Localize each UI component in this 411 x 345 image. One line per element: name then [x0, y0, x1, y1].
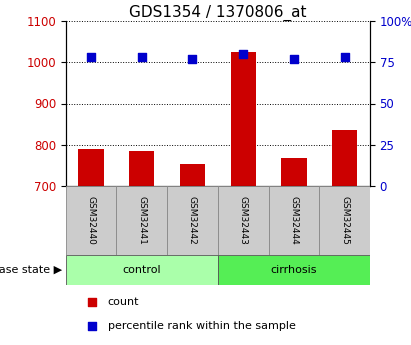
Text: GSM32440: GSM32440: [87, 196, 96, 245]
Point: [139, 55, 145, 60]
Text: GSM32442: GSM32442: [188, 196, 197, 245]
Text: control: control: [122, 265, 161, 275]
Point: [291, 56, 297, 61]
Bar: [218, 186, 268, 255]
Point: [291, 201, 297, 207]
Bar: [79, 149, 104, 186]
Bar: [129, 151, 155, 186]
Point: [240, 51, 247, 57]
Bar: [167, 186, 218, 255]
Bar: [332, 130, 357, 186]
Bar: [319, 186, 370, 255]
Bar: [180, 164, 205, 186]
Text: GSM32443: GSM32443: [239, 196, 248, 245]
Bar: [116, 186, 167, 255]
Title: GDS1354 / 1370806_at: GDS1354 / 1370806_at: [129, 4, 307, 21]
Text: percentile rank within the sample: percentile rank within the sample: [108, 321, 296, 331]
Bar: [268, 186, 319, 255]
Text: count: count: [108, 297, 139, 307]
Point: [341, 55, 348, 60]
Bar: [66, 255, 218, 285]
Bar: [218, 255, 370, 285]
Text: disease state ▶: disease state ▶: [0, 265, 62, 275]
Text: GSM32441: GSM32441: [137, 196, 146, 245]
Bar: [231, 52, 256, 186]
Bar: [281, 158, 307, 186]
Point: [189, 56, 196, 61]
Point: [88, 55, 95, 60]
Text: cirrhosis: cirrhosis: [270, 265, 317, 275]
Text: GSM32445: GSM32445: [340, 196, 349, 245]
Bar: [66, 186, 116, 255]
Text: GSM32444: GSM32444: [289, 196, 298, 245]
